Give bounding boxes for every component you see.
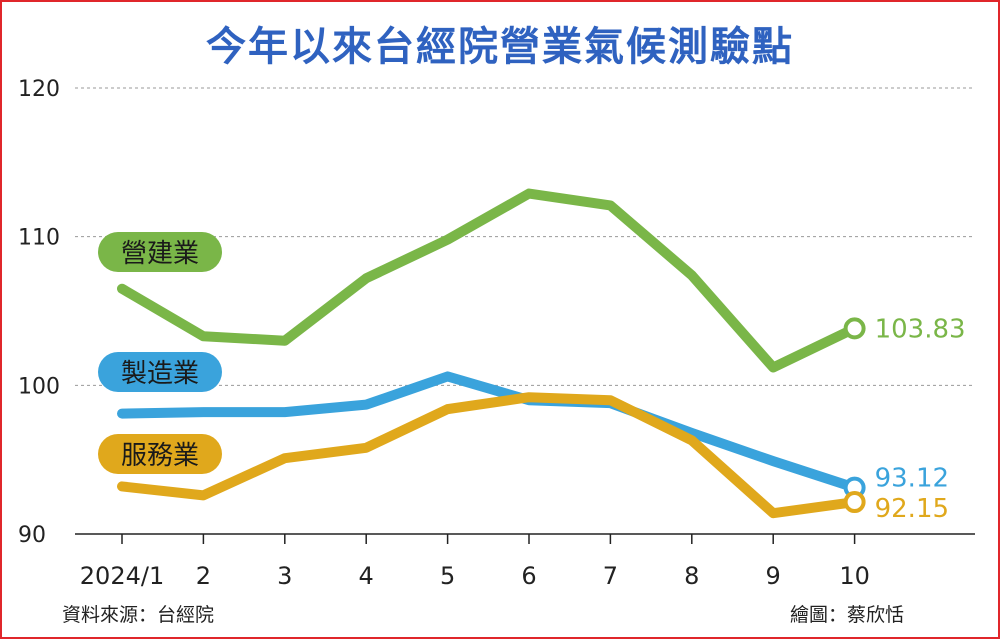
y-tick-label: 100 <box>18 374 60 399</box>
series-label-badge <box>98 232 222 272</box>
x-tick-label: 8 <box>684 562 699 590</box>
series-line <box>117 392 860 519</box>
series-label: 服務業 <box>121 441 199 471</box>
y-tick-label: 110 <box>18 226 60 251</box>
y-tick-label: 90 <box>18 523 46 548</box>
source-note: 資料來源：台經院 <box>62 604 215 626</box>
series-line <box>117 371 860 493</box>
end-value-label: 103.83 <box>875 314 966 344</box>
end-marker <box>843 491 866 514</box>
end-value-label: 92.15 <box>875 494 949 524</box>
end-value-label: 93.12 <box>875 464 949 494</box>
x-tick-label: 6 <box>521 562 536 590</box>
x-tick-label: 7 <box>603 562 618 590</box>
x-tick-label: 2024/1 <box>80 562 164 590</box>
y-tick-label: 120 <box>18 77 60 102</box>
x-tick-label: 9 <box>766 562 781 590</box>
series-label: 營建業 <box>121 239 199 269</box>
end-marker <box>843 317 866 340</box>
x-tick-label: 2 <box>196 562 211 590</box>
x-tick-label: 3 <box>277 562 292 590</box>
series-label: 製造業 <box>121 359 199 389</box>
x-tick-label: 5 <box>440 562 455 590</box>
chart-title: 今年以來台經院營業氣候測驗點 <box>206 24 794 70</box>
x-tick-label: 10 <box>839 562 870 590</box>
series-label-badge <box>98 352 222 392</box>
credit-note: 繪圖：蔡欣恬 <box>790 604 905 626</box>
series-line <box>117 188 860 373</box>
series-label-badge <box>98 434 222 474</box>
x-tick-label: 4 <box>359 562 374 590</box>
